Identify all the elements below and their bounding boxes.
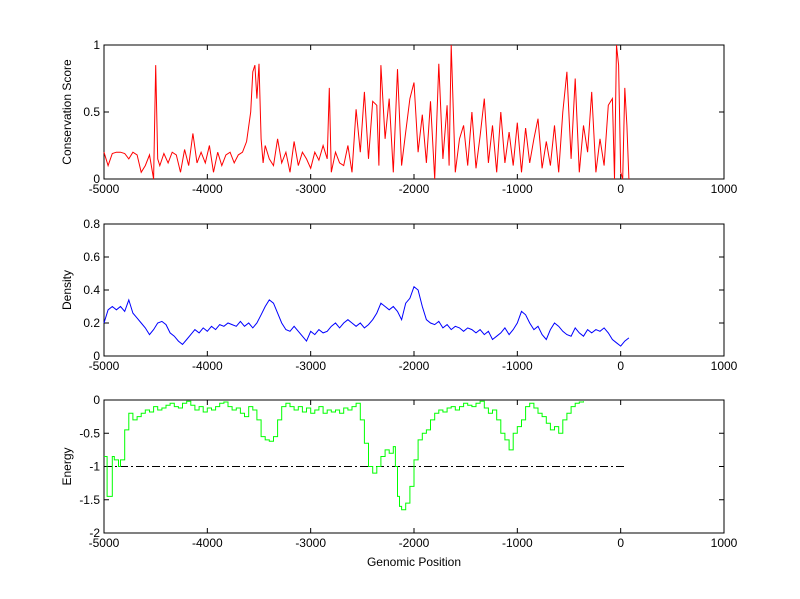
conservation-ytick-label: 0 [93,172,100,186]
density-xtick-label: 1000 [711,359,738,373]
conservation-xtick-label: -2000 [399,182,430,196]
density-xtick-label: -5000 [89,359,120,373]
density-xtick-label: -2000 [399,359,430,373]
energy-xtick-label: 1000 [711,536,738,550]
density-xtick-label: -1000 [502,359,533,373]
conservation-ytick-label: 1 [93,38,100,52]
energy-ytick-label: 0 [93,393,100,407]
density-ylabel: Density [60,270,74,310]
energy-ytick-label: -1 [89,460,100,474]
energy-xtick-label: -1000 [502,536,533,550]
conservation-xtick-label: -4000 [192,182,223,196]
conservation-score-panel: -5000 -4000 -3000 -2000 -1000 0 1000 0 0.5 1 Conse… [60,38,738,196]
energy-xtick-label: -4000 [192,536,223,550]
conservation-ylabel: Conservation Score [60,59,74,165]
energy-ylabel: Energy [60,447,74,485]
density-ytick-label: 0 [93,349,100,363]
energy-series-line [104,400,584,511]
density-axes-box [103,223,725,357]
energy-ytick-label: -0.5 [79,426,100,440]
conservation-axes-box [103,44,725,180]
conservation-xtick-label: 1000 [711,182,738,196]
energy-xtick-label: 0 [617,536,624,550]
density-xtick-label: -3000 [295,359,326,373]
density-series-line [103,285,630,347]
energy-xtick-label: -3000 [295,536,326,550]
conservation-xtick-label: -3000 [295,182,326,196]
energy-panel: -5000 -4000 -3000 -2000 -1000 0 1000 -2 -1.5 -1 -0… [60,393,738,569]
density-ytick-label: 0.2 [83,316,100,330]
conservation-xtick-label: 0 [617,182,624,196]
energy-ytick-label: -1.5 [79,493,100,507]
density-ytick-label: 0.4 [83,283,100,297]
conservation-xtick-label: -5000 [89,182,120,196]
density-panel: -5000 -4000 -3000 -2000 -1000 0 1000 0 0.2 0.4 0.6… [60,217,738,373]
density-ytick-label: 0.6 [83,250,100,264]
density-ytick-label: 0.8 [83,217,100,231]
energy-ytick-label: -2 [89,526,100,540]
conservation-ytick-label: 0.5 [83,105,100,119]
density-xtick-label: 0 [617,359,624,373]
energy-xtick-label: -2000 [399,536,430,550]
conservation-series-line [103,44,630,180]
conservation-xtick-label: -1000 [502,182,533,196]
energy-xlabel: Genomic Position [367,555,461,569]
energy-xtick-label: -5000 [89,536,120,550]
density-xtick-label: -4000 [192,359,223,373]
